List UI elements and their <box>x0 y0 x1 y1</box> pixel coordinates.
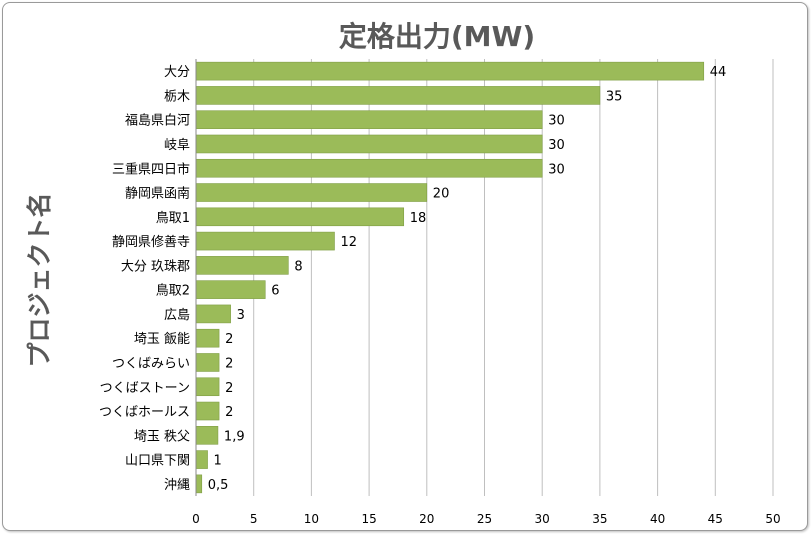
data-label: 8 <box>294 259 302 274</box>
category-label: 静岡県函南 <box>125 186 190 202</box>
category-label: 埼玉 飯能 <box>134 332 190 347</box>
data-label: 0,5 <box>208 478 229 493</box>
x-tick-label: 20 <box>419 512 434 526</box>
category-label: 広島 <box>164 308 190 323</box>
bar <box>195 61 705 81</box>
category-label: 大分 玖珠郡 <box>121 258 190 274</box>
category-label: 大分 <box>164 65 190 80</box>
bar <box>195 86 601 105</box>
bar <box>195 207 405 227</box>
data-label: 18 <box>410 211 427 226</box>
x-tick-label: 25 <box>477 512 492 526</box>
x-tick-label: 45 <box>708 512 723 526</box>
data-label: 20 <box>433 187 450 202</box>
x-tick-label: 30 <box>535 512 550 526</box>
data-label: 2 <box>225 356 233 371</box>
data-label: 30 <box>548 138 565 153</box>
x-tick-label: 35 <box>592 512 607 526</box>
x-tick-label: 15 <box>361 512 376 526</box>
data-label: 44 <box>710 65 727 80</box>
bars <box>195 61 705 494</box>
category-label: 栃木 <box>164 89 190 104</box>
bar <box>195 401 220 421</box>
category-label: 鳥取1 <box>156 211 190 226</box>
data-label: 3 <box>237 308 245 323</box>
data-label: 30 <box>548 114 565 129</box>
data-label: 30 <box>548 162 565 177</box>
data-label: 6 <box>271 284 279 299</box>
x-tick-label: 50 <box>765 512 780 526</box>
category-label: 鳥取2 <box>156 284 190 299</box>
category-label: つくばみらい <box>112 356 190 371</box>
data-label: 1,9 <box>224 429 245 444</box>
bar <box>195 183 428 202</box>
data-label: 2 <box>225 332 233 347</box>
bar <box>195 377 220 397</box>
category-label: 三重県四日市 <box>112 161 190 177</box>
category-label: 山口県下関 <box>125 454 190 469</box>
category-label: つくばストーン <box>100 381 190 396</box>
bar <box>195 328 220 348</box>
category-label: 静岡県修善寺 <box>112 234 190 250</box>
data-label: 35 <box>606 89 623 104</box>
bar <box>195 280 266 299</box>
bar <box>195 474 203 494</box>
bar <box>195 426 219 445</box>
data-label: 2 <box>225 381 233 396</box>
bar <box>195 110 543 129</box>
category-label: 埼玉 秩父 <box>134 429 190 444</box>
data-label: 12 <box>340 235 357 250</box>
bar <box>195 304 231 324</box>
x-tick-label: 5 <box>250 512 258 526</box>
bar <box>195 158 543 178</box>
chart-title: 定格出力(MW) <box>339 20 535 53</box>
category-label: 福島県白河 <box>125 113 190 129</box>
x-tick-label: 40 <box>650 512 665 526</box>
bar <box>195 256 289 275</box>
x-tick-labels: 0 5 10 15 20 25 30 35 40 45 50 <box>192 512 780 526</box>
category-label: つくばホールス <box>99 405 190 420</box>
x-tick-label: 10 <box>304 512 319 526</box>
gridlines <box>253 59 774 496</box>
category-label: 沖縄 <box>164 478 190 493</box>
data-label: 2 <box>225 405 233 420</box>
x-tick-label: 0 <box>192 512 200 526</box>
y-axis-title: プロジェクト名 <box>25 192 54 367</box>
bar <box>195 450 208 469</box>
data-label: 1 <box>214 454 222 469</box>
bar <box>195 353 220 372</box>
category-label: 岐阜 <box>164 137 190 153</box>
bar <box>195 134 543 154</box>
bar <box>195 231 335 251</box>
